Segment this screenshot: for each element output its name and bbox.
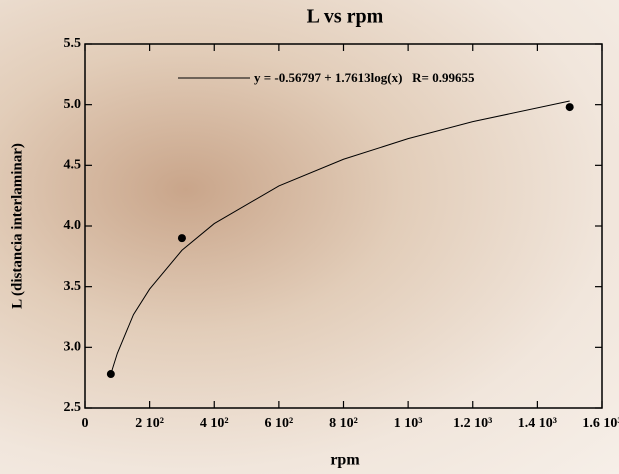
x-axis-label: rpm (330, 452, 360, 469)
x-tick-label: 2 10² (135, 416, 164, 431)
y-tick-label: 5.5 (64, 36, 82, 51)
data-point (565, 103, 574, 112)
x-tick-label: 1.2 10³ (453, 416, 492, 431)
y-axis-label: L (distancia interlaminar) (9, 143, 25, 309)
x-tick-label: 8 10² (329, 416, 358, 431)
y-tick-label: 3.5 (64, 279, 82, 294)
legend-label: y = -0.56797 + 1.7613log(x) R= 0.99655 (254, 70, 475, 85)
y-tick-label: 5.0 (64, 97, 82, 112)
fit-line (110, 100, 570, 375)
y-tick-label: 2.5 (64, 400, 82, 415)
chart-title: L vs rpm (307, 6, 384, 28)
x-tick-label: 0 (82, 416, 89, 431)
x-tick-label: 6 10² (265, 416, 294, 431)
data-point (177, 234, 186, 243)
y-tick-label: 4.5 (64, 158, 82, 173)
x-tick-label: 4 10² (200, 416, 229, 431)
x-tick-label: 1.4 10³ (518, 416, 557, 431)
x-tick-label: 1.6 10³ (582, 416, 619, 431)
y-tick-label: 4.0 (64, 218, 82, 233)
y-tick-label: 3.0 (64, 340, 82, 355)
plot-frame (84, 43, 603, 409)
x-tick-label: 1 10³ (394, 416, 423, 431)
